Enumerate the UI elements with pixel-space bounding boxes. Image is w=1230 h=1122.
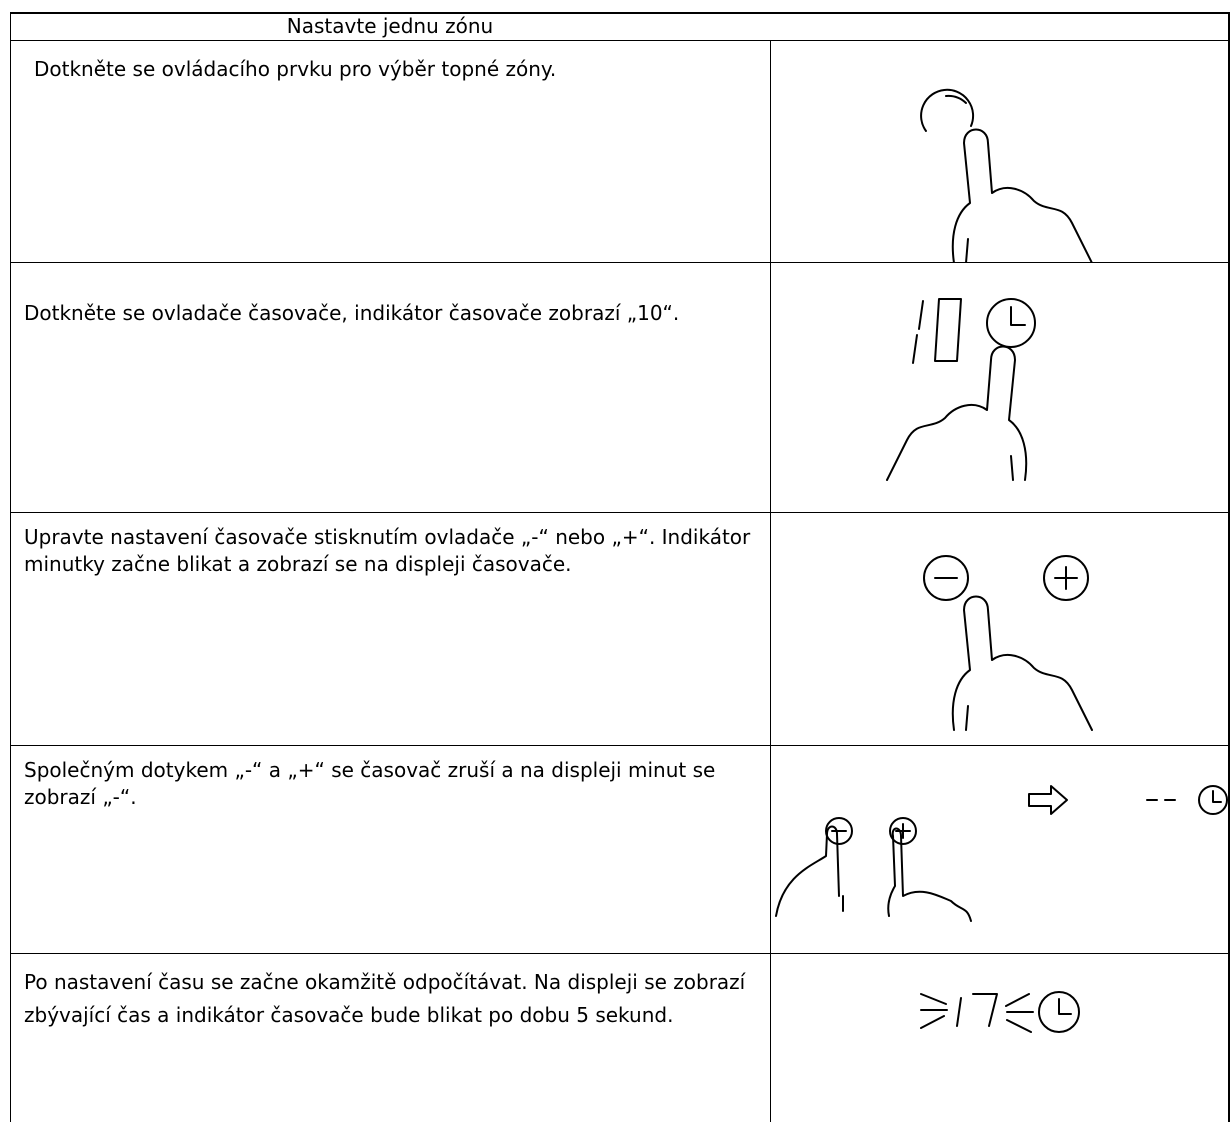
row-text: Upravte nastavení časovače stisknutím ov… (24, 525, 751, 576)
minus-plus-illustration (923, 555, 1093, 731)
border (10, 12, 1230, 14)
table-title: Nastavte jednu zónu (286, 14, 494, 38)
row-text: Společným dotykem „-“ a „+“ se časovač z… (24, 758, 716, 809)
touch-zone-illustration (920, 88, 1093, 262)
border (1228, 12, 1230, 1122)
border (10, 40, 1230, 41)
countdown-17-illustration (920, 991, 1080, 1033)
border (10, 12, 11, 1122)
border (770, 40, 771, 1122)
row-text: Po nastavení času se začne okamžitě odpo… (24, 970, 746, 1027)
row-text: Dotkněte se ovládacího prvku pro výběr t… (34, 57, 557, 81)
row-text: Dotkněte se ovladače časovače, indikátor… (24, 301, 680, 325)
cancel-timer-illustration (775, 785, 1228, 922)
border (10, 745, 1230, 746)
timer-10-illustration (886, 298, 1036, 481)
border (10, 262, 1230, 263)
border (10, 512, 1230, 513)
border (10, 953, 1230, 954)
